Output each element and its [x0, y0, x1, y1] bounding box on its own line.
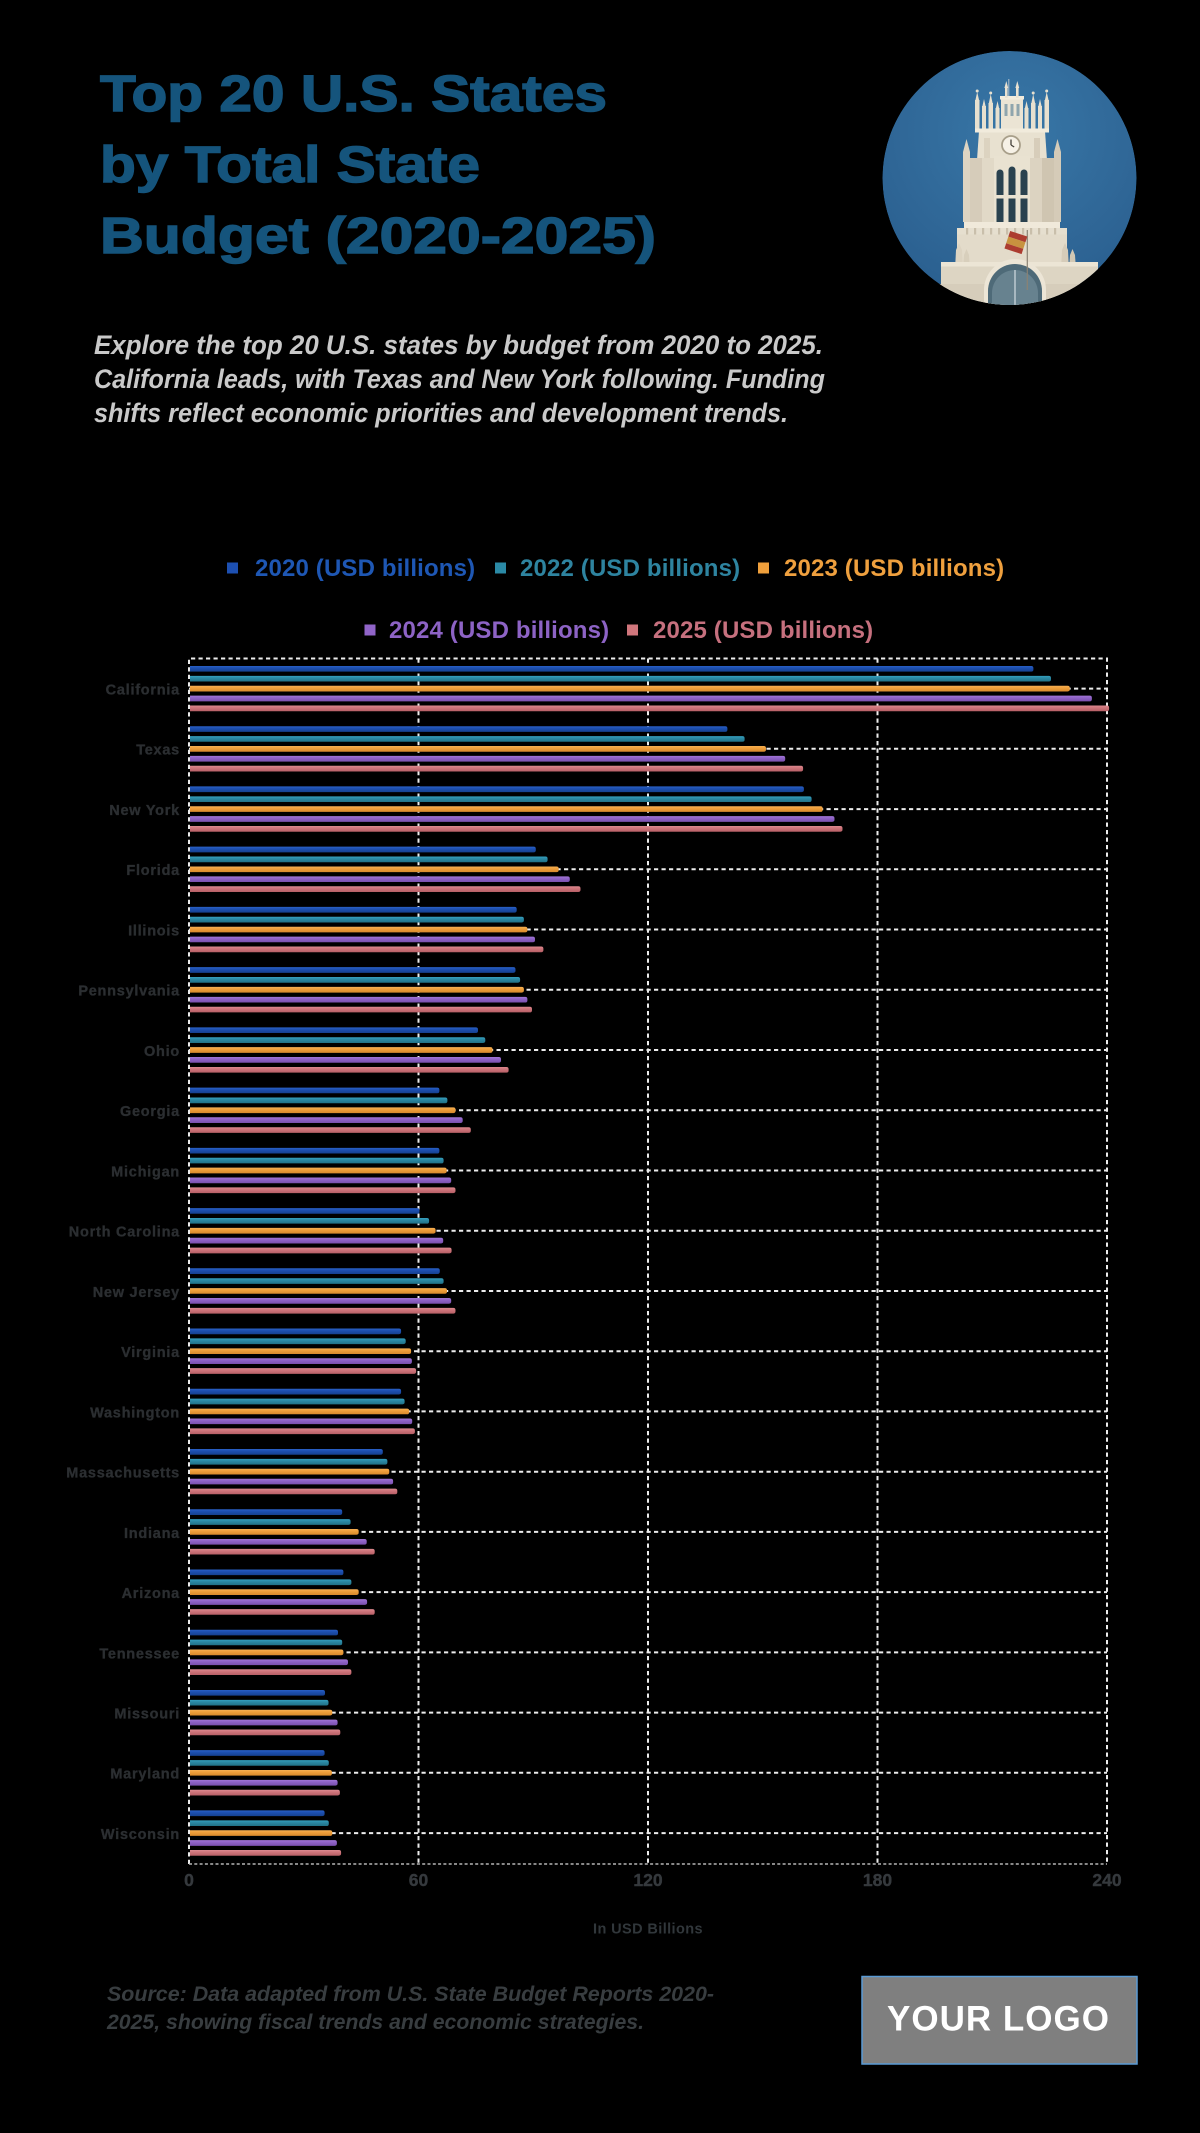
- svg-text:Texas: Texas: [136, 743, 180, 759]
- svg-text:California leads, with Texas a: California leads, with Texas and New Yor…: [94, 364, 825, 394]
- svg-text:Pennsylvania: Pennsylvania: [78, 984, 180, 1000]
- svg-text:In USD Billions: In USD Billions: [593, 1922, 703, 1938]
- svg-text:Florida: Florida: [126, 863, 180, 879]
- svg-text:2025, showing fiscal trends an: 2025, showing fiscal trends and economic…: [106, 2011, 644, 2034]
- svg-text:Tennessee: Tennessee: [99, 1646, 180, 1662]
- svg-text:Massachusetts: Massachusetts: [66, 1466, 180, 1482]
- svg-text:Wisconsin: Wisconsin: [101, 1827, 180, 1843]
- svg-text:60: 60: [409, 1870, 429, 1890]
- svg-text:Arizona: Arizona: [122, 1586, 181, 1602]
- svg-text:YOUR LOGO: YOUR LOGO: [887, 2000, 1110, 2039]
- svg-text:Georgia: Georgia: [120, 1104, 180, 1120]
- svg-text:2022 (USD billions): 2022 (USD billions): [520, 555, 740, 582]
- svg-text:120: 120: [633, 1870, 662, 1890]
- svg-text:New Jersey: New Jersey: [93, 1285, 180, 1301]
- svg-text:Budget (2020-2025): Budget (2020-2025): [100, 207, 656, 264]
- svg-text:by Total State: by Total State: [100, 136, 480, 193]
- svg-text:2023 (USD billions): 2023 (USD billions): [784, 555, 1004, 582]
- svg-text:Washington: Washington: [90, 1405, 180, 1421]
- svg-text:shifts reflect economic priori: shifts reflect economic priorities and d…: [94, 398, 788, 428]
- svg-text:0: 0: [184, 1870, 194, 1890]
- svg-text:Source: Data adapted from U.S.: Source: Data adapted from U.S. State Bud…: [107, 1983, 714, 2006]
- svg-text:180: 180: [863, 1870, 892, 1890]
- svg-text:Indiana: Indiana: [124, 1526, 180, 1542]
- svg-text:2024 (USD billions): 2024 (USD billions): [389, 617, 609, 644]
- svg-text:Ohio: Ohio: [144, 1044, 180, 1060]
- svg-text:Maryland: Maryland: [110, 1767, 180, 1783]
- svg-text:Michigan: Michigan: [111, 1164, 180, 1180]
- svg-text:2025 (USD billions): 2025 (USD billions): [653, 617, 873, 644]
- svg-text:240: 240: [1092, 1870, 1121, 1890]
- svg-text:Illinois: Illinois: [128, 923, 180, 939]
- svg-text:Top 20 U.S. States: Top 20 U.S. States: [100, 65, 607, 122]
- svg-text:California: California: [106, 683, 181, 699]
- svg-text:2020 (USD billions): 2020 (USD billions): [255, 555, 475, 582]
- svg-text:New York: New York: [109, 803, 180, 819]
- svg-text:Missouri: Missouri: [114, 1707, 180, 1723]
- svg-text:Virginia: Virginia: [121, 1345, 180, 1361]
- svg-text:Explore the top 20 U.S. states: Explore the top 20 U.S. states by budget…: [94, 330, 823, 360]
- svg-text:North Carolina: North Carolina: [69, 1225, 180, 1241]
